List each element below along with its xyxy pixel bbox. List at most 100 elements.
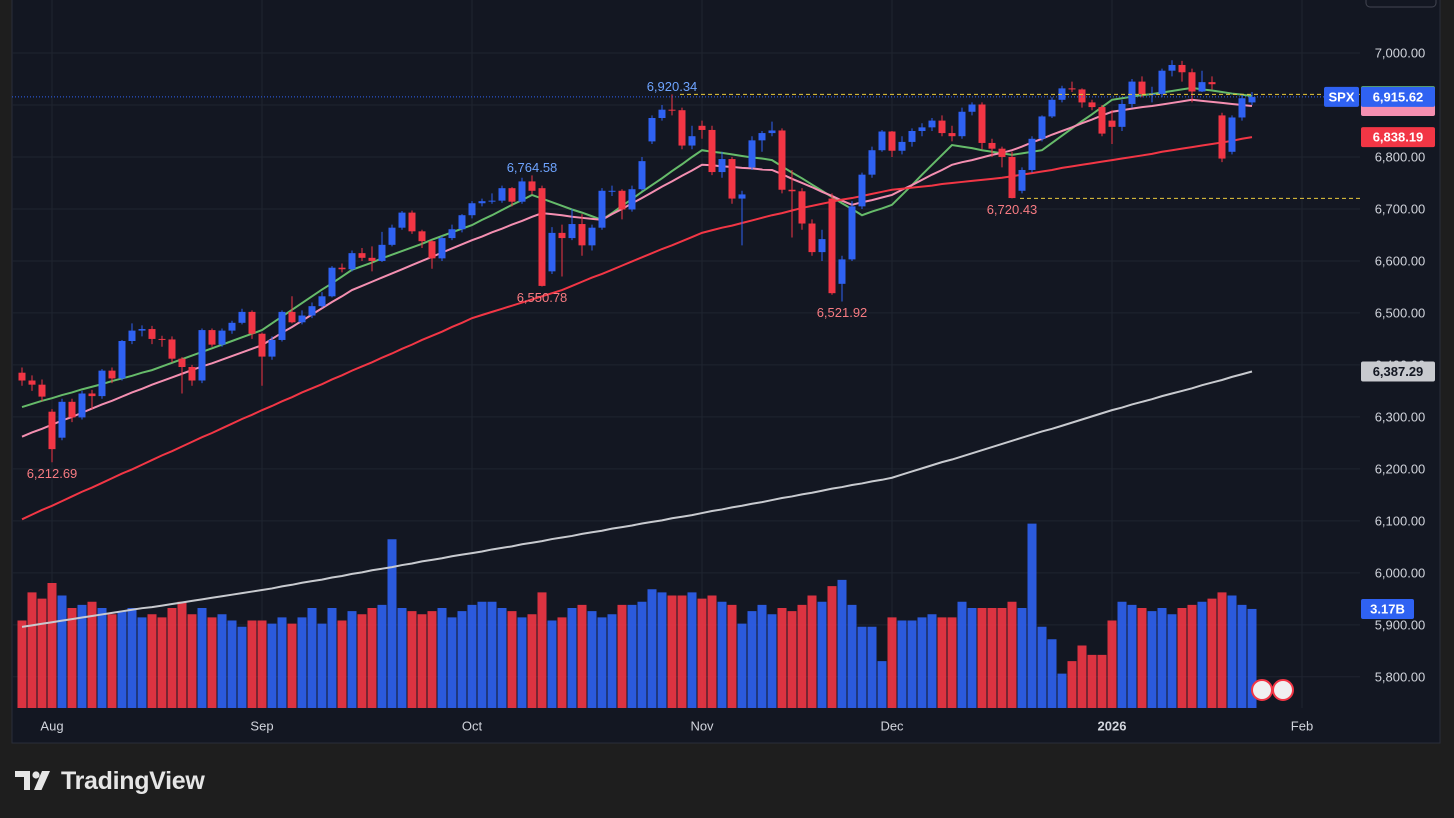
volume-bar [117,611,127,708]
volume-bar [967,608,977,708]
candle-body [618,190,626,210]
candle-body [808,223,816,253]
candle-body [798,191,806,224]
candle-body [1028,138,1036,170]
volume-bar [1097,654,1107,708]
volume-bar [517,617,527,708]
volume-bar [297,617,307,708]
y-tick-label: 6,700.00 [1375,201,1426,216]
volume-bar [97,608,107,708]
volume-bar [437,608,447,708]
volume-bar [77,604,87,708]
volume-bar [787,611,797,708]
volume-bar [797,604,807,708]
moving-average-line [21,86,1253,408]
candle-body [568,224,576,239]
candle-body [408,212,416,232]
candle-body [728,159,736,199]
volume-bar [397,608,407,708]
volume-bar [427,611,437,708]
candle-body [738,194,746,199]
moving-average-line [21,98,1253,438]
candle-body [518,181,526,202]
volume-bar [947,617,957,708]
volume-bar [917,617,927,708]
candle-body [1018,169,1026,191]
candle-body [1108,120,1116,127]
candle-body [1228,117,1236,152]
event-marker [1272,679,1294,701]
volume-bar [567,608,577,708]
candle-body [948,133,956,137]
candle-body [108,370,116,379]
candle-body [888,131,896,151]
volume-bar [877,661,887,708]
volume-bar [617,604,627,708]
candle-body [178,358,186,367]
candle-body [1098,107,1106,134]
volume-bar [1227,595,1237,708]
candle-body [288,311,296,323]
volume-bar [767,614,777,708]
volume-bar [747,611,757,708]
candle-body [418,231,426,242]
extreme-label: 6,550.78 [517,290,568,305]
axes: 5,800.00 5,900.00 6,000.00 6,100.00 6,200.00… [40,46,1435,734]
candle-body [578,224,586,246]
volume-bar [317,623,327,708]
symbol-tag [1324,86,1359,107]
volume-bar [67,608,77,708]
logo-mark [32,771,40,779]
volume-bar [537,592,547,708]
volume-bar [707,595,717,708]
candle-body [898,141,906,151]
volume-bar [577,604,587,708]
volume-bar [1127,604,1137,708]
candle-body [698,125,706,130]
candle-body [1008,156,1016,199]
candle-body [278,311,286,340]
candle-body [298,315,306,323]
candle-body [958,111,966,137]
volume-bar [177,601,187,708]
candle-body [258,333,266,357]
candle-body [1218,115,1226,159]
volume-bar [497,608,507,708]
price-tag-label: 6,915.62 [1373,89,1424,104]
y-tick-label: 7,000.00 [1375,46,1426,61]
volume-bar [907,620,917,708]
toolbar-button [1365,0,1437,8]
candle-body [1068,88,1076,90]
volume-bar [157,617,167,708]
candle-body [1118,103,1126,127]
candle-body [428,241,436,259]
volume-bar [1007,601,1017,708]
volume-bar [27,592,37,708]
x-tick-label: Feb [1291,719,1313,734]
volume-bar [937,617,947,708]
candle-body [138,329,146,331]
volume-bar [1207,598,1217,708]
volume-bar [387,539,397,708]
candle-body [1128,81,1136,104]
candle-body [918,127,926,131]
candle-body [68,401,76,418]
candle-body [528,181,536,191]
candle-body [1138,81,1146,95]
volume-bar [47,583,57,708]
candle-body [28,380,36,385]
y-tick-label: 6,300.00 [1375,409,1426,424]
x-tick-label: Dec [880,719,904,734]
candle-body [938,120,946,134]
volume-bar [1237,604,1247,708]
moving-average-line [21,136,1253,521]
volume-bar [287,623,297,708]
volume-bar [1027,523,1037,708]
candle-body [828,198,836,294]
candle-body [608,190,616,192]
extreme-label: 6,764.58 [507,160,558,175]
candle-body [628,189,636,210]
candle-body [148,329,156,339]
y-tick-label: 5,800.00 [1375,669,1426,684]
